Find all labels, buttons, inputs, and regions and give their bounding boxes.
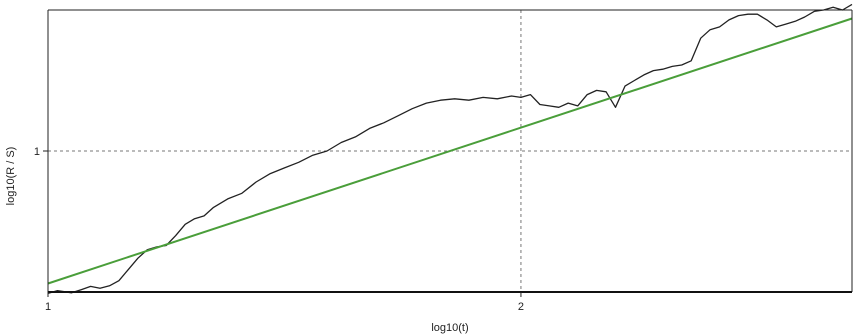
- series-line-0: [47, 3, 853, 295]
- tick-layer: 1 2 1: [34, 146, 524, 313]
- y-axis-label: log10(R / S): [5, 147, 17, 206]
- x-tick-label-1: 2: [518, 301, 524, 313]
- x-axis-label: log10(t): [431, 322, 468, 334]
- series-layer: [47, 3, 853, 295]
- series-line-1: [47, 17, 853, 285]
- y-tick-label-0: 1: [34, 146, 40, 158]
- x-tick-label-0: 1: [45, 301, 51, 313]
